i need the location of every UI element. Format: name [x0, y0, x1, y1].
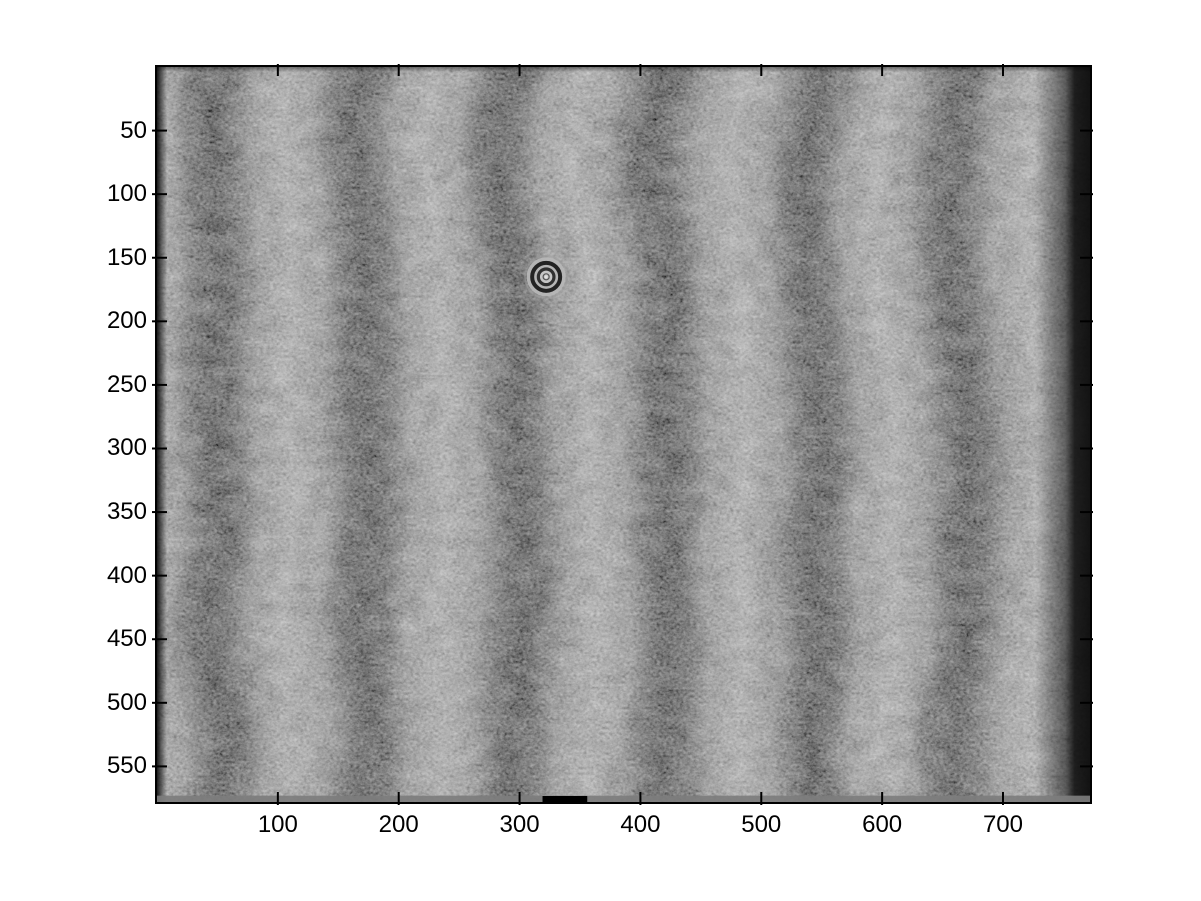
y-tick-label: 50	[120, 116, 147, 144]
bottom-gray-row	[157, 795, 1090, 802]
y-tick-label: 500	[106, 688, 147, 716]
y-tick-label: 300	[106, 434, 147, 462]
black-marker-bottom	[542, 796, 588, 802]
bullseye-defect	[524, 254, 569, 299]
x-tick-label: 700	[982, 811, 1023, 838]
x-tick-label: 200	[378, 811, 419, 838]
right-edge-dark-column	[1035, 67, 1090, 802]
x-tick-label: 300	[499, 811, 540, 838]
y-tick-label: 250	[106, 370, 147, 398]
left-edge-dark-column	[157, 67, 167, 802]
axis-tick-marks	[152, 64, 1093, 805]
y-tick-label: 100	[106, 180, 147, 208]
y-tick-label: 350	[106, 498, 147, 526]
y-tick-label: 550	[106, 752, 147, 780]
y-tick-label: 400	[106, 561, 147, 589]
x-tick-label: 500	[741, 811, 782, 838]
x-tick-label: 600	[862, 811, 903, 838]
interferogram-image	[152, 64, 1093, 805]
y-tick-label: 200	[106, 307, 147, 335]
x-tick-label: 100	[257, 811, 298, 838]
image-axes	[152, 64, 1093, 805]
y-tick-label: 150	[106, 243, 147, 271]
fringe-pattern	[157, 67, 1090, 802]
top-edge-shade	[157, 67, 1090, 72]
y-tick-label: 450	[106, 625, 147, 653]
x-tick-label: 400	[620, 811, 661, 838]
